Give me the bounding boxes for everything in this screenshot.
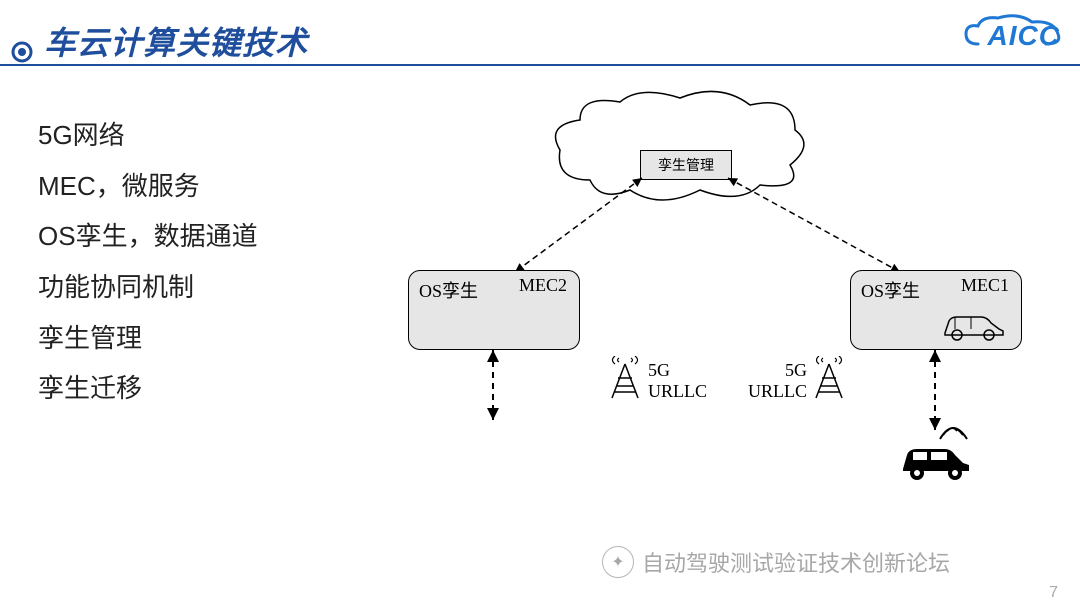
bullet-item: OS孪生，数据通道 — [38, 211, 258, 262]
bullet-item: 孪生管理 — [38, 313, 258, 364]
watermark-text: 自动驾驶测试验证技术创新论坛 — [642, 546, 950, 578]
bullet-item: 孪生迁移 — [38, 363, 258, 414]
watermark: ✦ 自动驾驶测试验证技术创新论坛 — [602, 546, 950, 578]
bullet-item: 5G网络 — [38, 110, 258, 161]
title-underline — [0, 64, 1080, 66]
net-left-label: 5G URLLC — [648, 360, 707, 401]
page-number: 7 — [1049, 584, 1058, 602]
car-icon — [895, 425, 975, 485]
mec2-os-label: OS孪生 — [419, 277, 478, 303]
tower-left-icon — [608, 356, 642, 400]
mec1-os-label: OS孪生 — [861, 277, 920, 303]
wechat-icon: ✦ — [602, 546, 634, 578]
mec2-name: MEC2 — [519, 275, 567, 296]
car-outline-icon — [941, 309, 1007, 343]
title-bullet-icon — [10, 40, 34, 64]
tower-right-icon — [812, 356, 846, 400]
mec2-box: OS孪生 MEC2 — [408, 270, 580, 350]
mec1-box: OS孪生 MEC1 — [850, 270, 1022, 350]
net-right-label: 5G URLLC — [748, 360, 807, 401]
bullet-item: 功能协同机制 — [38, 262, 258, 313]
bullet-item: MEC，微服务 — [38, 161, 258, 212]
cloud-mgmt-box: 孪生管理 — [640, 150, 732, 180]
bullet-list: 5G网络 MEC，微服务 OS孪生，数据通道 功能协同机制 孪生管理 孪生迁移 — [38, 110, 258, 414]
logo-text: AICC — [988, 20, 1060, 52]
mec1-name: MEC1 — [961, 275, 1009, 296]
architecture-diagram: 孪生管理 OS孪生 MEC2 OS孪生 MEC1 — [380, 90, 1060, 510]
slide-title: 车云计算关键技术 — [44, 18, 308, 64]
